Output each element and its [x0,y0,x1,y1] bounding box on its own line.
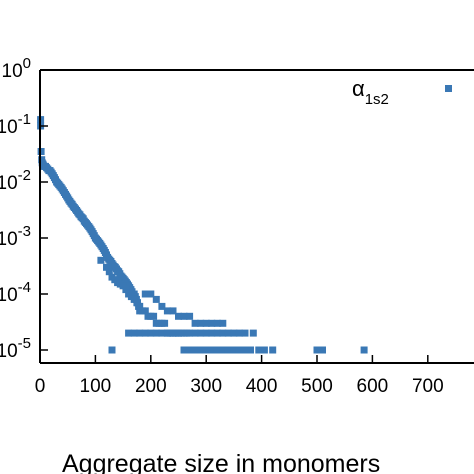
y-tick-label: 100 [2,55,31,82]
data-point [230,346,238,354]
data-point [136,329,144,337]
data-point [313,346,321,354]
data-point [108,346,116,354]
data-point [105,268,113,276]
data-point [158,302,166,310]
legend-label-subscript: 1s2 [365,91,389,108]
data-point [175,312,182,320]
data-point [235,329,243,337]
data-point [169,329,177,337]
data-point [241,329,249,337]
data-point [180,312,188,320]
data-point [197,319,205,327]
data-point [213,319,221,327]
data-point [191,319,199,327]
data-point [37,148,45,155]
data-point [175,329,182,337]
data-point [235,346,243,354]
legend: α1s2 [352,76,452,108]
y-axis: 100 10-1 10-2 10-3 10-4 10-5 [0,55,48,362]
data-point [219,329,227,337]
y-tick-label: 10-1 [0,111,31,138]
data-point [158,329,166,337]
data-point [186,329,194,337]
y-tick-label: 10-2 [0,167,31,194]
data-point [152,329,160,337]
data-point [141,290,149,298]
data-point [103,263,110,271]
x-tick-label: 600 [357,376,389,397]
data-point [219,346,227,354]
y-tick-label: 10-4 [0,279,31,306]
data-point [136,302,144,310]
y-tick-label: 10-3 [0,223,31,250]
y-tick-label: 10-5 [0,335,31,362]
data-point [208,319,216,327]
data-point [230,329,238,337]
data-point [161,319,169,327]
data-point [202,346,210,354]
data-point [150,312,158,320]
data-point [169,307,177,315]
data-point [163,329,171,337]
data-point [133,299,141,307]
data-point [202,319,210,327]
data-point [130,329,138,337]
data-point [360,346,368,354]
data-point [202,329,210,337]
data-point [122,286,130,294]
data-point [224,346,232,354]
data-point [208,346,216,354]
data-point [255,346,263,354]
data-point [147,290,155,298]
legend-marker [445,85,452,92]
x-axis: 0 100 200 300 400 500 600 700 [35,355,444,397]
data-point [241,346,249,354]
data-point [319,346,326,354]
data-point [213,346,221,354]
x-tick-label: 100 [80,376,112,397]
data-point [269,346,277,354]
data-point [180,346,188,354]
data-point [197,346,205,354]
data-point [224,329,232,337]
data-point [147,329,155,337]
data-point [125,329,133,337]
data-point [197,329,205,337]
data-point [163,307,171,315]
x-tick-label: 0 [35,376,46,397]
x-tick-label: 700 [412,376,444,397]
x-tick-label: 400 [246,376,278,397]
data-point [260,346,268,354]
data-point [191,329,199,337]
data-point [208,329,216,337]
x-tick-label: 500 [301,376,333,397]
x-tick-label: 200 [135,376,167,397]
legend-label: α1s2 [352,76,389,108]
data-point [141,329,149,337]
data-point [213,329,221,337]
data-marks [37,116,368,354]
data-point [186,312,194,320]
data-point [249,329,257,337]
x-axis-label: Aggregate size in monomers [62,450,380,474]
data-point [191,346,199,354]
data-point [219,319,227,327]
data-point [97,256,105,264]
data-point [141,307,149,315]
data-point [186,346,194,354]
data-point [119,282,127,290]
data-point [152,295,160,303]
x-tick-label: 300 [190,376,222,397]
legend-label-main: α [352,76,365,101]
data-point [247,346,254,354]
